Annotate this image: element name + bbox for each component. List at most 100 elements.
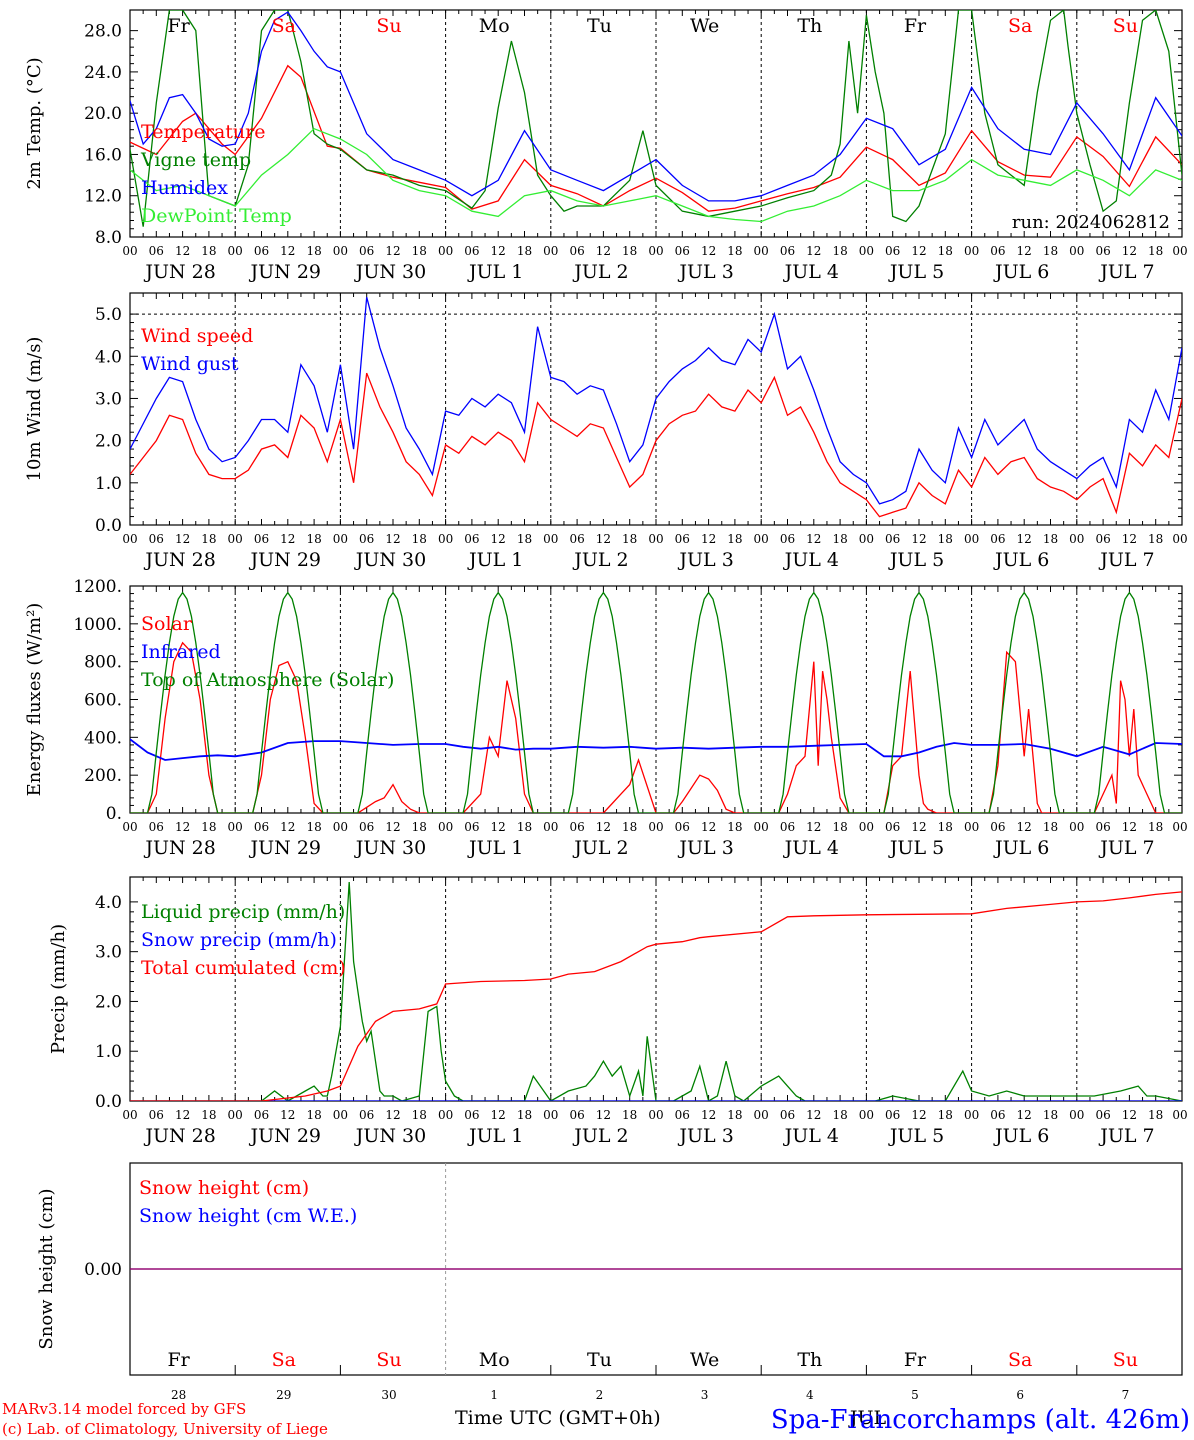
date-label: JUL 5 (888, 549, 944, 571)
legend-entry: Solar (141, 613, 193, 635)
y-tick-label: 2.0 (95, 992, 122, 1012)
hour-label: 12 (1122, 532, 1137, 546)
legend-entry: Snow height (cm) (139, 1177, 309, 1199)
legend-entry: Temperature (141, 121, 265, 143)
date-label: JUN 30 (354, 549, 426, 571)
hour-label: 00 (228, 532, 243, 546)
day-number: 7 (1122, 1388, 1130, 1402)
weekday-label: Fr (167, 15, 190, 37)
hour-label: 12 (1017, 244, 1032, 258)
y-tick-label: 1200. (73, 577, 122, 597)
weekday-label: We (690, 1349, 719, 1371)
weekday-label: Mo (479, 1349, 510, 1371)
hour-label: 00 (648, 1108, 663, 1122)
weekday-label: Tu (587, 15, 612, 37)
y-tick-label: 5.0 (95, 305, 122, 325)
hour-label: 06 (990, 244, 1005, 258)
hour-label: 18 (1148, 820, 1163, 834)
hour-label: 12 (280, 1108, 295, 1122)
weekday-label: Su (376, 1349, 401, 1371)
y-tick-label: 600. (84, 691, 122, 711)
hour-label: 06 (254, 1108, 269, 1122)
hour-label: 12 (491, 244, 506, 258)
hour-label: 00 (543, 244, 558, 258)
legend-entry: Liquid precip (mm/h) (141, 901, 345, 923)
legend-entry: DewPoint Temp (141, 205, 292, 227)
hour-label: 18 (412, 1108, 427, 1122)
weekday-label: Sa (1008, 15, 1032, 37)
panel-temp: 00 06 12 18 JUN 28 00 06 12 18 JUN 29 00 06 12 18 JUN … (24, 9, 1188, 283)
day-number: 30 (381, 1388, 396, 1402)
hour-label: 00 (648, 820, 663, 834)
hour-label: 06 (254, 244, 269, 258)
hour-label: 18 (1043, 1108, 1058, 1122)
hour-label: 06 (464, 820, 479, 834)
legend-entry: Snow height (cm W.E.) (139, 1205, 357, 1227)
date-label: JUN 28 (143, 549, 215, 571)
date-label: JUN 28 (143, 261, 215, 283)
date-label: JUL 6 (993, 1125, 1049, 1147)
series-temp-2 (130, 11, 1182, 202)
hour-label: 18 (622, 244, 637, 258)
series-energy-2 (130, 591, 1182, 813)
hour-label: 00 (228, 820, 243, 834)
date-label: JUL 1 (467, 261, 523, 283)
hour-label: 18 (1148, 244, 1163, 258)
day-number: 5 (911, 1388, 919, 1402)
hour-label: 06 (990, 532, 1005, 546)
hour-label: 00 (648, 244, 663, 258)
weekday-label: Sa (1008, 1349, 1032, 1371)
y-tick-label: 2.0 (95, 432, 122, 452)
y-tick-label: 4.0 (95, 893, 122, 913)
hour-label: 12 (911, 532, 926, 546)
hour-label: 12 (385, 244, 400, 258)
hour-label: 18 (306, 532, 321, 546)
weekday-label: Fr (904, 1349, 927, 1371)
hour-label: 18 (1043, 532, 1058, 546)
hour-label: 12 (911, 1108, 926, 1122)
y-tick-label: 3.0 (95, 389, 122, 409)
hour-label: 06 (675, 244, 690, 258)
hour-label: 00 (228, 244, 243, 258)
date-label: JUL 2 (572, 837, 628, 859)
date-label: JUL 3 (677, 261, 733, 283)
hour-label: 06 (990, 1108, 1005, 1122)
hour-label: 06 (149, 532, 164, 546)
hour-label: 06 (990, 820, 1005, 834)
y-tick-label: 0.00 (84, 1260, 122, 1280)
date-label: JUL 4 (783, 261, 839, 283)
date-label: JUL 4 (783, 837, 839, 859)
hour-label: 06 (569, 820, 584, 834)
y-tick-label: 20.0 (84, 104, 122, 124)
hour-label: 12 (1017, 820, 1032, 834)
hour-label: 00 (438, 820, 453, 834)
hour-label: 18 (832, 244, 847, 258)
hour-label: 12 (1122, 820, 1137, 834)
hour-label: 06 (780, 1108, 795, 1122)
hour-label: 12 (596, 1108, 611, 1122)
date-label: JUL 1 (467, 1125, 523, 1147)
hour-label: 18 (412, 244, 427, 258)
hour-label: 06 (464, 244, 479, 258)
hour-label: 18 (201, 532, 216, 546)
series-energy-0 (130, 641, 1182, 813)
hour-label: 00 (1069, 1108, 1084, 1122)
hour-label: 12 (175, 820, 190, 834)
hour-label: 12 (596, 820, 611, 834)
weekday-label: Tu (587, 1349, 612, 1371)
hour-label: 12 (806, 532, 821, 546)
hour-label: 00 (122, 244, 137, 258)
hour-label: 18 (517, 244, 532, 258)
hour-label: 18 (1043, 820, 1058, 834)
hour-label: 18 (622, 532, 637, 546)
weekday-label: Fr (167, 1349, 190, 1371)
hour-label: 12 (911, 244, 926, 258)
hour-label: 00 (438, 532, 453, 546)
date-label: JUN 29 (249, 1125, 321, 1147)
day-number: 2 (596, 1388, 604, 1402)
day-number: 3 (701, 1388, 709, 1402)
date-label: JUL 3 (677, 1125, 733, 1147)
hour-label: 12 (175, 532, 190, 546)
hour-label: 06 (464, 1108, 479, 1122)
hour-label: 06 (464, 532, 479, 546)
